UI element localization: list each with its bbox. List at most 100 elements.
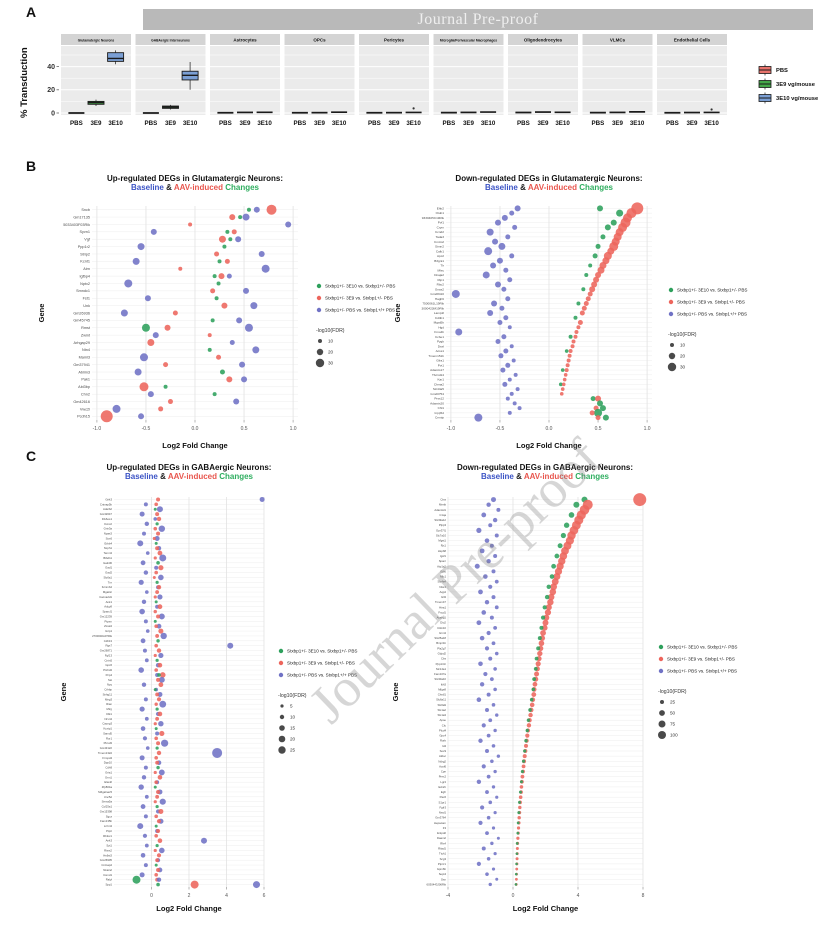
- deg-dot: [523, 749, 527, 753]
- journal-preproof-banner: Journal Pre-proof: [143, 9, 813, 30]
- gene-tick-label: Aldoc: [439, 754, 447, 758]
- deg-dot: [574, 330, 579, 335]
- fdr-size-dot: [279, 714, 285, 720]
- deg-dot: [490, 841, 494, 846]
- deg-dot: [144, 295, 151, 302]
- legend-series-label: Stxbp1+/- 3E10 vs. Stxbp1+/- PBS: [677, 288, 747, 293]
- gene-tick-label: Adarb2: [103, 507, 112, 511]
- deg-dot: [161, 739, 169, 747]
- deg-dot: [562, 377, 567, 382]
- facet-header: [359, 34, 429, 45]
- gene-tick-label: Ablim3: [78, 370, 90, 374]
- deg-dot: [493, 667, 497, 671]
- gene-tick-label: Gm12239: [100, 614, 113, 618]
- deg-dot: [141, 682, 147, 687]
- deg-dot: [507, 325, 512, 330]
- facet-plot-bg: [135, 46, 206, 115]
- deg-dot: [518, 790, 522, 794]
- deg-dot: [531, 687, 536, 692]
- deg-dot: [516, 836, 520, 840]
- gene-tick-label: Pygb: [437, 340, 444, 344]
- dotplot-up-gabaergic: Grik3Cntnap5bAdarb2Gm32647Dlx6os1Kcnc2Gr…: [59, 496, 357, 913]
- dotplot-down-glutamatergic: Ehb2Otub19330405C19RikPvf1CrymCcnd2Tada3…: [393, 202, 747, 450]
- deg-dot: [486, 630, 491, 636]
- gene-tick-label: Hagh6: [435, 297, 444, 301]
- deg-dot: [143, 765, 148, 770]
- deg-dot: [154, 565, 159, 570]
- gene-tick-label: Acsl6: [439, 764, 446, 768]
- deg-dot: [599, 405, 606, 412]
- deg-dot: [516, 831, 520, 835]
- deg-dot: [541, 624, 548, 631]
- deg-dot: [225, 229, 230, 234]
- deg-dot: [216, 354, 222, 360]
- deg-dot: [145, 551, 150, 555]
- deg-dot: [153, 526, 158, 531]
- gene-tick-label: 7500061L19Rik: [422, 302, 444, 306]
- facet-header: [657, 34, 727, 45]
- fdr-legend-title: -log10(FDR): [658, 689, 687, 695]
- deg-dot: [157, 594, 163, 600]
- x-tick-label: 4: [225, 893, 228, 899]
- gene-tick-label: Grm3: [439, 631, 446, 635]
- x-tick-label: 0.5: [595, 426, 602, 432]
- deg-dot: [266, 204, 277, 215]
- deg-dot: [558, 382, 563, 387]
- deg-dot: [491, 497, 496, 503]
- gene-tick-label: Fam135b: [100, 819, 112, 823]
- gene-tick-label: Mirg: [107, 707, 113, 711]
- deg-dot: [500, 367, 506, 373]
- x-tick-label: 1.0: [644, 426, 651, 432]
- fdr-size-dot: [658, 720, 666, 728]
- fdr-size-dot: [278, 735, 286, 743]
- gene-tick-label: Fst1: [83, 297, 90, 301]
- deg-dot: [285, 221, 292, 228]
- group-tick-label: PBS: [368, 120, 381, 127]
- deg-dot: [537, 650, 543, 657]
- facet-title: VLMCs: [610, 37, 626, 42]
- gene-tick-label: Atp1a2: [437, 564, 446, 568]
- deg-dot: [561, 382, 566, 387]
- gene-tick-label: S1pr1: [439, 800, 447, 804]
- deg-dot: [155, 634, 160, 638]
- deg-dot: [178, 266, 183, 271]
- deg-dot: [480, 805, 485, 810]
- deg-dot: [567, 353, 572, 358]
- gene-tick-label: Gm26905: [100, 858, 113, 862]
- deg-dot: [482, 271, 490, 279]
- deg-dot: [568, 349, 573, 354]
- outlier-dot: [710, 108, 713, 111]
- deg-dot: [495, 795, 499, 799]
- facet-plot-bg: [657, 46, 727, 115]
- deg-dot: [163, 384, 168, 389]
- deg-dot: [491, 785, 496, 789]
- fdr-size-label: 25: [670, 700, 676, 705]
- deg-dot: [479, 682, 485, 687]
- deg-dot: [155, 546, 160, 551]
- gene-tick-label: Lrrtm3: [104, 824, 113, 828]
- deg-dot: [493, 810, 497, 815]
- gene-tick-label: Meg3: [105, 697, 112, 701]
- deg-dot: [616, 209, 624, 217]
- deg-dot: [566, 358, 571, 363]
- deg-dot: [157, 838, 163, 843]
- deg-dot: [587, 291, 593, 297]
- deg-dot: [493, 852, 497, 856]
- deg-dot: [491, 595, 496, 600]
- fdr-size-label: 75: [670, 722, 676, 727]
- deg-dot: [217, 259, 222, 264]
- deg-dot: [581, 287, 586, 292]
- facet-plot-bg: [284, 46, 355, 115]
- y-tick-label: 20: [47, 87, 55, 94]
- deg-dot: [488, 656, 493, 661]
- deg-dot: [153, 848, 157, 853]
- deg-dot: [481, 846, 486, 851]
- legend-series-label: Stxbp1+/- 3E10 vs. Stxbp1+/- PBS: [325, 284, 395, 289]
- deg-dot: [514, 883, 518, 886]
- deg-dot: [246, 207, 251, 212]
- fdr-size-label: 20: [328, 350, 334, 355]
- gene-tick-label: Ednrb: [439, 785, 447, 789]
- fdr-size-dot: [278, 746, 286, 754]
- fdr-size-label: 10: [290, 715, 296, 720]
- deg-dot: [137, 823, 144, 830]
